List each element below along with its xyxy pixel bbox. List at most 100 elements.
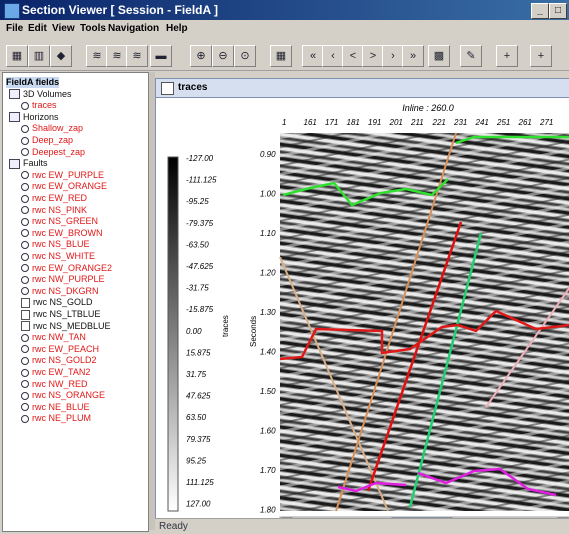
tree-group-2[interactable]: Faults [9,158,48,169]
tree-item[interactable]: rwc NW_RED [21,379,88,390]
trace-tick-label: 171 [325,118,338,127]
tree-item[interactable]: rwc NE_PLUM [21,413,91,424]
tree-label: Deep_zap [32,135,74,145]
color-bar-icon[interactable]: ▬ [150,45,172,67]
tree-item[interactable]: rwc NS_GOLD [21,297,93,309]
menu-tools[interactable]: Tools [80,23,106,34]
prev-icon[interactable]: < [342,45,364,67]
time-axis-label: Seconds [249,316,258,347]
tree-label: rwc NS_BLUE [32,239,90,250]
tree-label: rwc EW_PEACH [32,343,100,354]
last-icon[interactable]: » [402,45,424,67]
menu-file[interactable]: File [6,23,24,34]
trace-tick-label: 241 [475,118,489,127]
trace-tick-label: 211 [410,118,424,127]
color-palette-icon[interactable]: ▦ [270,45,292,67]
tree-label: rwc NS_GOLD2 [32,355,97,366]
tree-item[interactable]: traces [21,100,57,111]
wiggle-icon[interactable]: ≋ [86,45,108,67]
window-title: Section Viewer [ Session - FieldA ] [22,3,219,17]
next-step-icon[interactable]: › [382,45,404,67]
colorbar-tick-label: -31.75 [186,284,209,293]
magnifier-icon [21,333,29,342]
tree-item[interactable]: rwc NS_MEDBLUE [21,321,111,332]
tree-label: rwc EW_RED [32,193,88,203]
maximize-button[interactable]: □ [549,3,567,19]
zoom-fit-icon[interactable]: ⊙ [234,45,256,67]
zoom-in-icon[interactable]: ⊕ [190,45,212,67]
tree-root[interactable]: FieldA fields [6,77,60,88]
tree-item[interactable]: rwc NS_WHITE [21,251,95,262]
map-icon[interactable]: ▦ [6,45,28,67]
magnifier-icon [21,391,29,400]
wiggle-fill-icon[interactable]: ≋ [106,45,128,67]
tree-item[interactable]: rwc EW_BROWN [21,228,103,239]
tree-item[interactable]: rwc EW_RED [21,193,87,204]
magnifier-icon [21,287,29,296]
menu-view[interactable]: View [52,23,75,34]
tree-item[interactable]: rwc NS_BLUE [21,239,90,250]
tree-item[interactable]: Shallow_zap [21,123,83,134]
next-icon[interactable]: > [362,45,384,67]
tree-label: rwc NW_RED [32,378,88,389]
panel-header: traces [156,79,569,98]
tree-item[interactable]: rwc EW_PURPLE [21,170,104,181]
magnifier-icon [21,136,29,145]
colorbar-tick-label: -127.00 [186,154,214,163]
time-tick-label: 1.00 [260,190,276,199]
magnifier-icon [21,101,29,110]
variable-density-icon[interactable]: ≋ [126,45,148,67]
colorbar-tick-label: -15.875 [186,305,214,314]
time-tick-label: 1.30 [260,308,276,317]
horizon-shallow [455,135,569,145]
tree-item[interactable]: rwc NE_BLUE [21,402,90,413]
tree-item[interactable]: rwc NS_LTBLUE [21,309,100,320]
splitter-handle[interactable] [149,72,155,530]
time-tick-label: 1.10 [260,229,276,238]
tree-label: rwc NS_ORANGE [32,390,106,401]
magnifier-icon [21,345,29,354]
tree-item[interactable]: rwc NW_TAN [21,332,86,343]
menu-help[interactable]: Help [166,23,188,34]
prev-step-icon[interactable]: ‹ [322,45,344,67]
menu-edit[interactable]: Edit [28,23,47,34]
menu-navigation[interactable]: Navigation [108,23,160,34]
plus-fault-icon[interactable]: + [496,45,518,67]
tree-item[interactable]: rwc NS_ORANGE [21,390,105,401]
tree-group-0[interactable]: 3D Volumes [9,89,72,100]
marker-icon[interactable]: ◆ [50,45,72,67]
tree-item[interactable]: rwc EW_ORANGE2 [21,263,112,274]
tree-item[interactable]: rwc EW_TAN2 [21,367,90,378]
tree-item[interactable]: rwc NW_PURPLE [21,274,105,285]
tree-item[interactable]: Deepest_zap [21,147,85,158]
grid-icon[interactable]: ▩ [428,45,450,67]
tree-group-1[interactable]: Horizons [9,112,59,123]
fault-ew-red [366,221,463,492]
trace-tick-label: 201 [389,118,403,127]
trace-tick-label: 191 [368,118,381,127]
minimize-button[interactable]: _ [531,3,549,19]
magnifier-icon [21,183,29,192]
tree-item[interactable]: rwc NS_GREEN [21,216,98,227]
tree-item[interactable]: Deep_zap [21,135,73,146]
horizon-shallow-2 [282,178,449,207]
zoom-out-icon[interactable]: ⊖ [212,45,234,67]
tree-item[interactable]: rwc NS_GOLD2 [21,355,97,366]
tree-item[interactable]: rwc NS_PINK [21,205,87,216]
tree-label: rwc NS_GREEN [32,216,99,227]
layers-icon[interactable]: ▥ [28,45,50,67]
tree-item[interactable]: rwc EW_PEACH [21,344,99,355]
toolbar: ▦ ▥ ◆ ≋ ≋ ≋ ▬ ⊕ ⊖ ⊙ ▦ «‹ < > ›» ▩ ✎ + + [0,38,569,71]
colorbar-label: traces [221,315,230,337]
tree-item[interactable]: rwc EW_ORANGE [21,181,107,192]
app-icon [4,3,20,19]
plus-fault2-icon[interactable]: + [530,45,552,67]
tree-item[interactable]: rwc NS_DKGRN [21,286,99,297]
first-icon[interactable]: « [302,45,324,67]
folder-icon [9,89,20,100]
layer-tree[interactable]: FieldA fields 3D Volumes traces Horizons Sha… [2,72,149,532]
pick-icon[interactable]: ✎ [460,45,482,67]
seismic-section-view[interactable]: traces -127.00 -111.125 -95.25 -79.375 -63.5… [156,97,569,531]
magnifier-icon [21,241,29,250]
colorbar-tick-label: -47.625 [186,262,214,271]
